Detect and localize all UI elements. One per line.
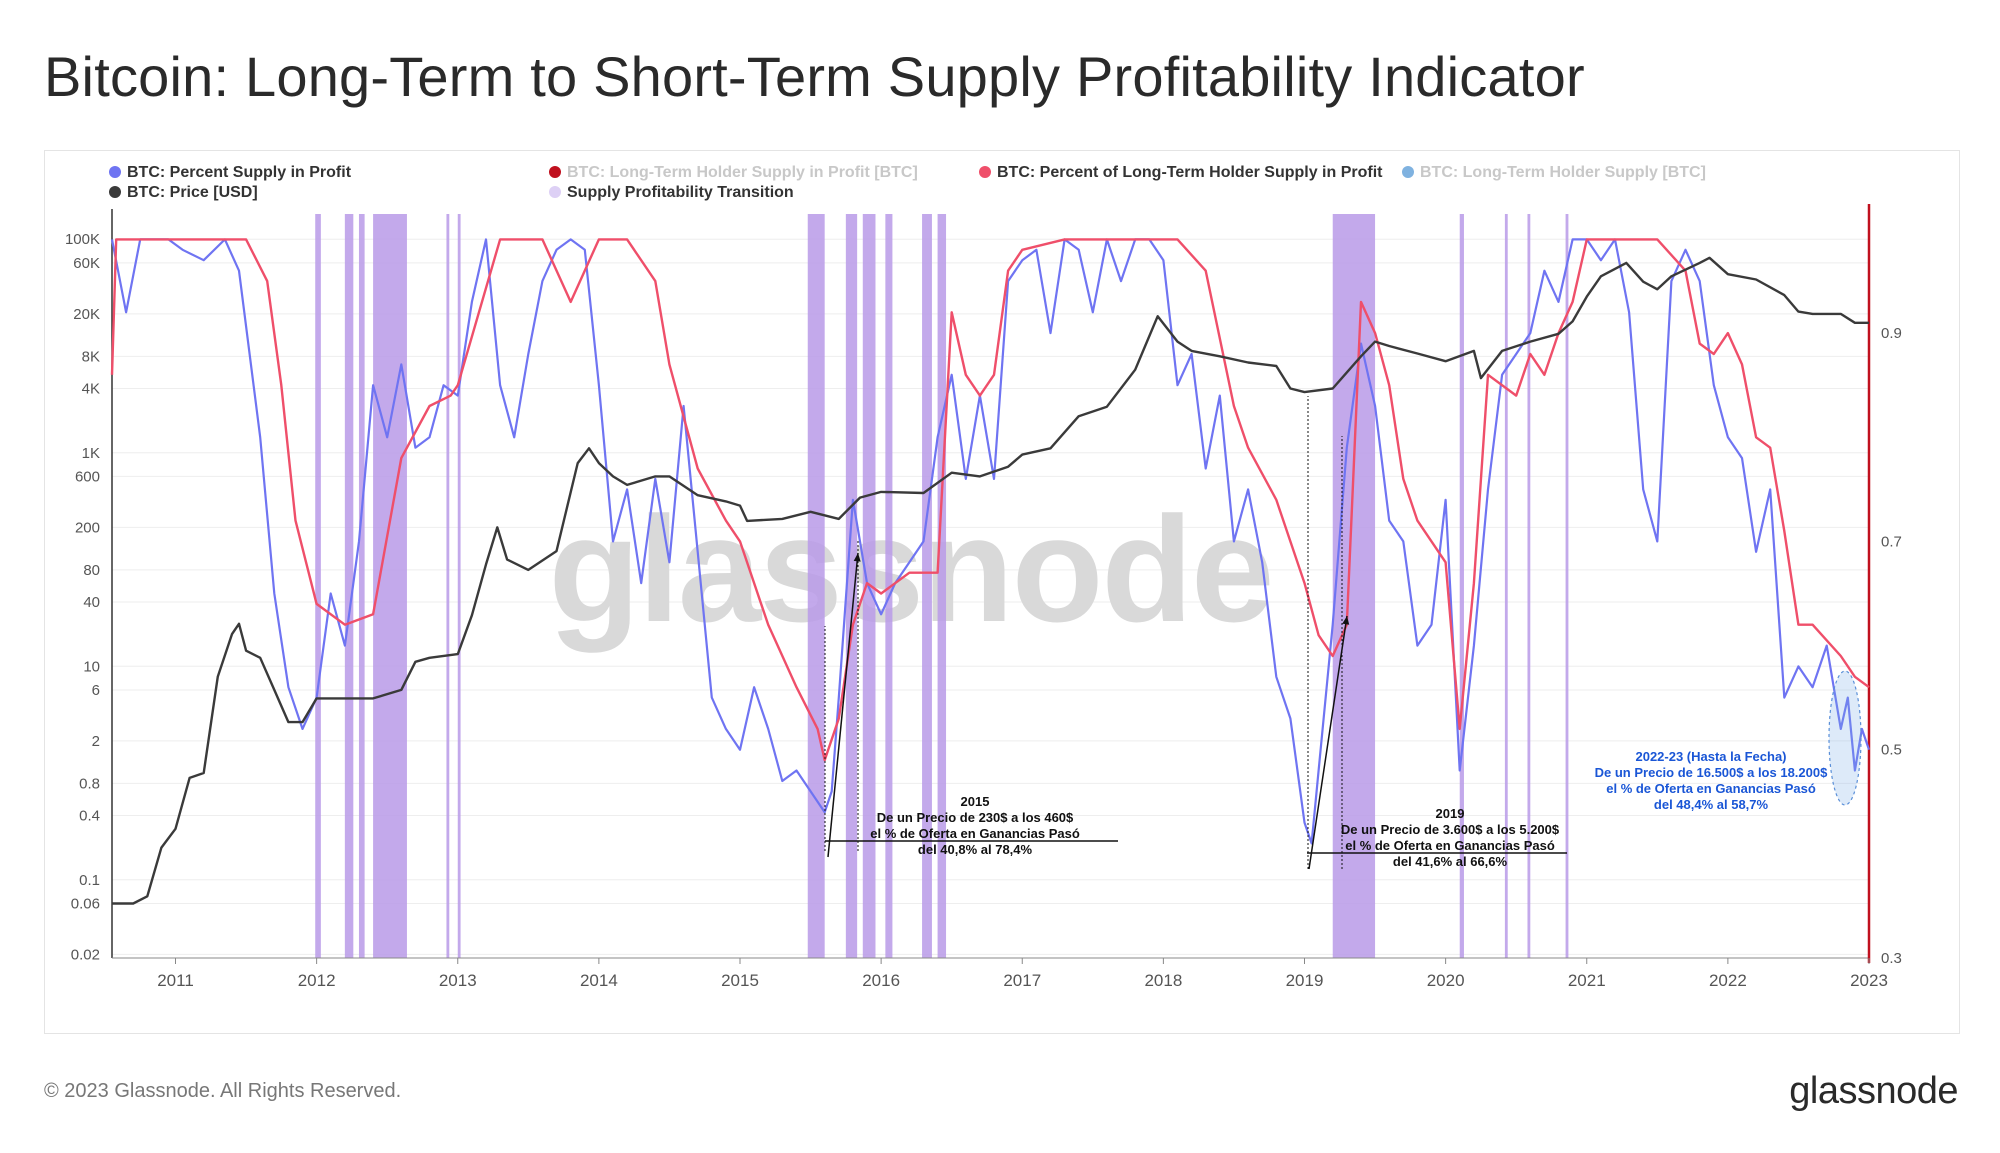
annotation-2022-ellipse (1828, 670, 1862, 806)
left-axis-tick: 80 (83, 562, 100, 579)
right-axis-tick: 0.3 (1881, 950, 1902, 967)
left-axis-tick: 200 (75, 519, 100, 536)
transition-band (446, 214, 450, 958)
transition-band (1332, 214, 1376, 958)
legend-marker[interactable] (549, 166, 561, 178)
series-price-usd (112, 256, 1869, 905)
page-title: Bitcoin: Long-Term to Short-Term Supply … (44, 45, 1585, 108)
legend-marker[interactable] (549, 186, 561, 198)
left-axis-tick: 0.1 (79, 872, 100, 889)
series-percent-supply-in-profit (110, 238, 1871, 845)
x-axis-tick: 2021 (1568, 971, 1606, 990)
x-axis-tick: 2011 (157, 971, 194, 990)
legend-item: BTC: Long-Term Holder Supply [BTC] (1420, 164, 1706, 181)
transition-band (1565, 214, 1569, 958)
transition-band (315, 214, 321, 958)
left-axis-tick: 40 (83, 594, 100, 611)
left-axis-tick: 100K (65, 231, 100, 248)
transition-band (922, 214, 932, 958)
transition-band (457, 214, 461, 958)
left-axis-tick: 0.4 (79, 807, 100, 824)
right-axis-tick: 0.7 (1881, 533, 1902, 550)
legend-item: BTC: Percent of Long-Term Holder Supply … (997, 164, 1383, 181)
annotation-text: 2015 (961, 794, 990, 809)
annotation-text: 2022-23 (Hasta la Fecha) (1635, 749, 1786, 764)
legend-marker[interactable] (109, 166, 121, 178)
right-axis-tick: 0.5 (1881, 742, 1902, 759)
x-axis-tick: 2023 (1850, 971, 1888, 990)
left-axis-tick: 8K (82, 348, 100, 365)
legend-item: BTC: Percent Supply in Profit (127, 164, 352, 181)
annotation-text: De un Precio de 16.500$ a los 18.200$ (1595, 765, 1828, 780)
transition-band (344, 214, 354, 958)
x-axis-tick: 2018 (1144, 971, 1182, 990)
annotation-text: del 41,6% al 66,6% (1393, 854, 1508, 869)
left-axis-tick: 10 (83, 658, 100, 675)
left-axis-tick: 60K (73, 255, 100, 272)
x-axis-tick: 2015 (721, 971, 759, 990)
transition-band (885, 214, 893, 958)
legend-marker[interactable] (109, 186, 121, 198)
annotation-text: el % de Oferta en Ganancias Pasó (870, 826, 1080, 841)
x-axis-tick: 2022 (1709, 971, 1747, 990)
right-axis-tick: 0.9 (1881, 325, 1902, 342)
annotation-text: De un Precio de 3.600$ a los 5.200$ (1341, 822, 1560, 837)
left-axis-tick: 1K (82, 445, 100, 462)
x-axis-tick: 2019 (1286, 971, 1324, 990)
annotation-text: el % de Oferta en Ganancias Pasó (1345, 838, 1555, 853)
chart-panel: 100K 60K 20K 8K 4K 1K 600 200 80 40 10 6 2 0.8 0.4 0.1 0… (44, 150, 1960, 1034)
watermark: glassnode (549, 485, 1273, 653)
transition-band (1504, 214, 1508, 958)
chart-canvas: 100K 60K 20K 8K 4K 1K 600 200 80 40 10 6 2 0.8 0.4 0.1 0… (65, 164, 1902, 990)
left-axis-tick: 20K (73, 306, 100, 323)
transition-band (937, 214, 947, 958)
x-axis-tick: 2016 (862, 971, 900, 990)
transition-band (807, 214, 825, 958)
legend-item: BTC: Long-Term Holder Supply in Profit [… (567, 164, 918, 181)
left-axis-tick: 2 (92, 733, 100, 750)
series-percent-lth-supply-in-profit (110, 238, 1870, 762)
left-axis-tick: 4K (82, 380, 100, 397)
annotation-2015-arrow (827, 552, 859, 858)
left-axis-tick: 6 (92, 682, 100, 699)
x-axis-tick: 2012 (298, 971, 336, 990)
left-axis-tick: 0.02 (71, 946, 100, 963)
brand-logo: glassnode (1789, 1070, 1958, 1112)
left-axis-tick: 0.06 (71, 895, 100, 912)
x-axis-tick: 2020 (1427, 971, 1465, 990)
legend-marker[interactable] (979, 166, 991, 178)
x-axis-tick: 2013 (439, 971, 477, 990)
left-axis-tick: 0.8 (79, 775, 100, 792)
x-axis-tick: 2017 (1003, 971, 1041, 990)
legend-item: BTC: Price [USD] (127, 184, 258, 201)
transition-band (845, 214, 858, 958)
transition-band (1459, 214, 1464, 958)
annotation-text: del 48,4% al 58,7% (1654, 797, 1769, 812)
annotation-2019-arrow (1308, 615, 1348, 870)
annotation-text: De un Precio de 230$ a los 460$ (877, 810, 1074, 825)
transition-band (358, 214, 365, 958)
legend-item: Supply Profitability Transition (567, 184, 794, 201)
x-axis-tick: 2014 (580, 971, 618, 990)
annotation-2015-arrow-head (853, 553, 861, 562)
annotation-2019-arrow-head (1342, 616, 1350, 625)
transition-band (1527, 214, 1531, 958)
annotation-text: el % de Oferta en Ganancias Pasó (1606, 781, 1816, 796)
legend-marker[interactable] (1402, 166, 1414, 178)
left-axis-tick: 600 (75, 468, 100, 485)
annotation-text: 2019 (1436, 806, 1465, 821)
annotation-text: del 40,8% al 78,4% (918, 842, 1033, 857)
copyright: © 2023 Glassnode. All Rights Reserved. (44, 1080, 402, 1102)
